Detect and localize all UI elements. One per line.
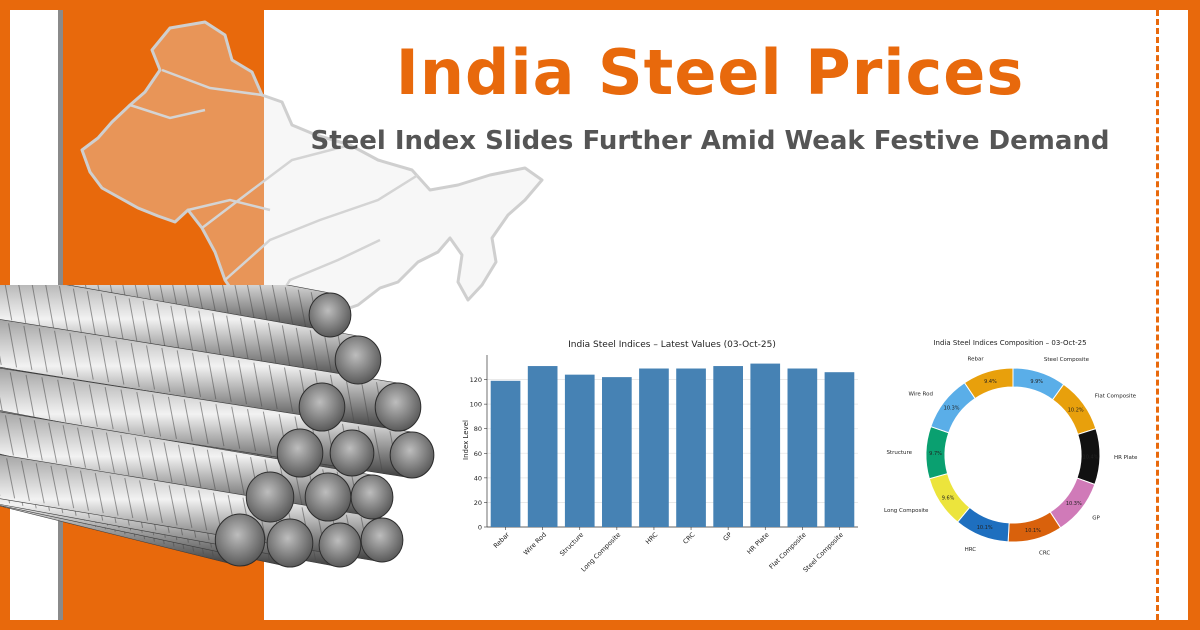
donut-pct-label: 9.6%	[942, 495, 955, 501]
dashed-divider	[1156, 10, 1159, 620]
rebar-rod-end	[298, 382, 346, 432]
bar-ytick-label: 20	[474, 499, 482, 507]
bar-chart-ylabel: Index Level	[462, 420, 470, 460]
donut-category-label: Wire Rod	[908, 391, 933, 397]
bar-ytick-label: 0	[478, 524, 482, 532]
rebar-rod-end	[389, 431, 435, 479]
bar-chart: India Steel Indices – Latest Values (03-…	[462, 340, 858, 574]
bar-ytick-label: 120	[470, 376, 482, 384]
donut-pct-label: 10.3%	[1066, 501, 1082, 507]
bar	[602, 377, 632, 527]
rebar-rod-end	[304, 472, 352, 522]
page-subtitle: Steel Index Slides Further Amid Weak Fes…	[310, 126, 1110, 156]
donut-category-label: Flat Composite	[1095, 394, 1137, 400]
donut-category-label: Rebar	[968, 356, 985, 362]
donut-category-label: Steel Composite	[1044, 357, 1090, 363]
right-orange-border	[1188, 0, 1200, 630]
donut-category-label: CRC	[1039, 551, 1050, 557]
donut-pct-label: 9.4%	[984, 379, 997, 385]
donut-category-label: Structure	[886, 450, 912, 456]
rebar-rod-end	[318, 522, 362, 568]
bar	[676, 368, 706, 527]
bar-xtick-label: CRC	[681, 530, 696, 545]
bar-xtick-label: Structure	[558, 531, 585, 558]
donut-pct-label: 10.3%	[944, 406, 960, 412]
bar-ytick-label: 100	[470, 401, 482, 409]
bar	[713, 366, 743, 527]
donut-chart-title: India Steel Indices Composition – 03-Oct…	[933, 339, 1086, 347]
rebar-rod-end	[329, 429, 375, 477]
donut-slice	[963, 367, 1014, 400]
donut-pct-label: 9.7%	[929, 451, 942, 457]
bar	[824, 372, 855, 527]
rebar-rod-end	[245, 471, 295, 523]
bar	[639, 368, 669, 527]
bar	[750, 363, 781, 527]
donut-pct-label: 10.1%	[1025, 528, 1041, 534]
bar	[787, 368, 818, 527]
rebar-rod-end	[360, 517, 404, 563]
rebar-rod-end	[266, 518, 314, 568]
donut-category-label: GP	[1092, 516, 1100, 522]
bar-xtick-label: HRC	[644, 530, 660, 546]
bar-ytick-label: 80	[474, 425, 482, 433]
bar-xtick-label: Flat Composite	[768, 531, 808, 571]
bar-xtick-label: HR Plate	[745, 531, 770, 556]
bar-chart-title: India Steel Indices – Latest Values (03-…	[568, 340, 776, 350]
india-map-icon	[80, 20, 544, 330]
donut-category-label: HRC	[965, 547, 977, 553]
steel-rebar-bundle-icon	[0, 285, 435, 568]
donut-pct-label: 10.1%	[977, 525, 993, 531]
rebar-rod-end	[276, 428, 324, 478]
bar-xtick-label: Long Composite	[579, 531, 622, 574]
bar-xtick-label: Wire Rod	[522, 531, 548, 557]
bar	[564, 374, 595, 527]
donut-pct-label: 9.9%	[1030, 379, 1043, 385]
bar-xtick-label: Steel Composite	[802, 531, 845, 574]
donut-pct-label: 10.2%	[1068, 407, 1084, 413]
donut-category-label: HR Plate	[1114, 455, 1138, 461]
rebar-rod-end	[350, 474, 394, 520]
donut-chart: India Steel Indices Composition – 03-Oct…	[884, 339, 1138, 557]
bar	[527, 366, 558, 527]
bar	[490, 380, 521, 527]
donut-pct-label: 10.4%	[1083, 454, 1099, 460]
bar-ytick-label: 60	[474, 450, 482, 458]
rebar-rod-end	[214, 513, 266, 567]
donut-category-label: Long Composite	[884, 508, 929, 514]
bar-xtick-label: Rebar	[492, 531, 511, 550]
page-title: India Steel Prices	[395, 36, 1025, 109]
rebar-rod-end	[308, 292, 352, 338]
rebar-rod-end	[374, 382, 422, 432]
bar-ytick-label: 40	[474, 474, 482, 482]
rebar-rod-end	[334, 335, 382, 385]
bar-xtick-label: GP	[722, 531, 734, 543]
